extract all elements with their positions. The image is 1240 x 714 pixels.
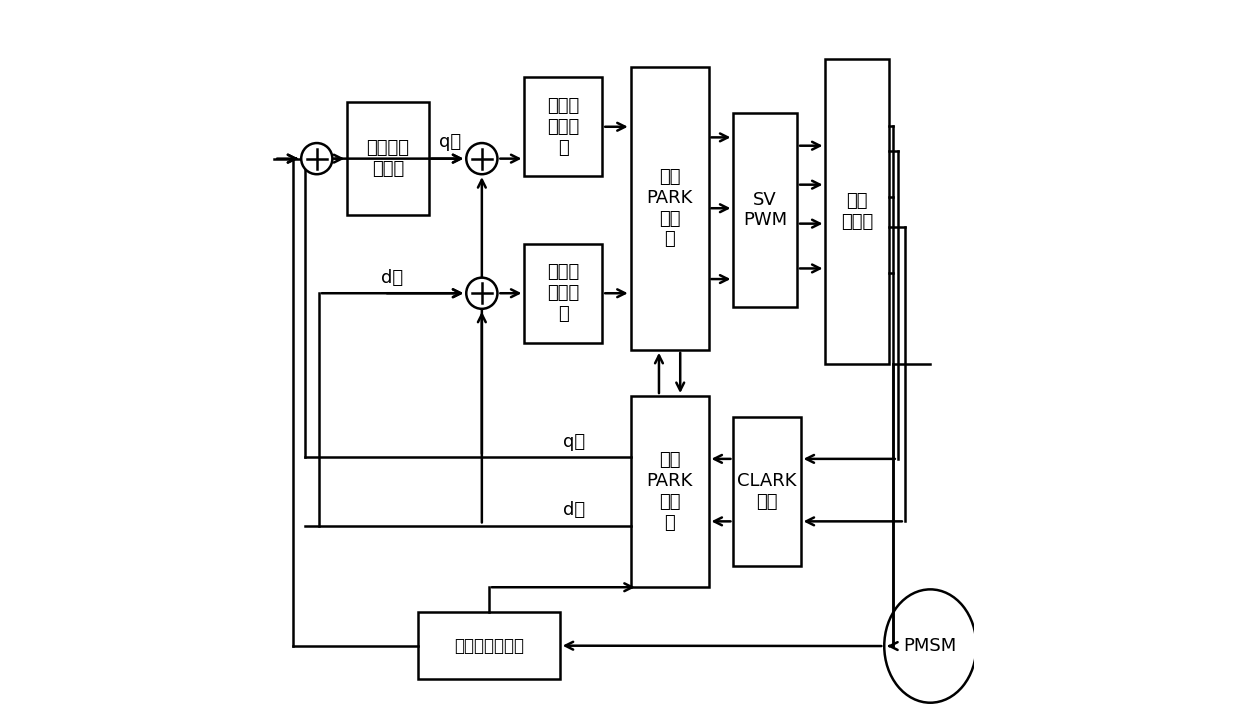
Ellipse shape (884, 589, 976, 703)
Bar (631, 66, 708, 350)
Text: 第一电
流控制
器: 第一电 流控制 器 (547, 97, 579, 156)
Text: 三相
逆变器: 三相 逆变器 (841, 192, 873, 231)
Bar (525, 243, 603, 343)
Text: q轴: q轴 (563, 433, 585, 451)
Text: CLARK
变换: CLARK 变换 (738, 472, 797, 511)
Text: 速度与角度计算: 速度与角度计算 (454, 637, 525, 655)
Bar (733, 417, 801, 566)
Bar (733, 113, 797, 308)
Bar (347, 102, 429, 216)
Circle shape (466, 278, 497, 309)
Circle shape (466, 143, 497, 174)
Text: SV
PWM: SV PWM (743, 191, 787, 229)
Bar (826, 59, 889, 364)
Bar (418, 612, 559, 679)
Text: d轴: d轴 (381, 268, 403, 286)
Text: 自抗扰控
制模块: 自抗扰控 制模块 (367, 139, 409, 178)
Text: d轴: d轴 (563, 501, 585, 520)
Text: 第一
PARK
逆变
换: 第一 PARK 逆变 换 (646, 168, 693, 248)
Text: PMSM: PMSM (904, 637, 957, 655)
Bar (525, 77, 603, 176)
Text: 第二
PARK
逆变
换: 第二 PARK 逆变 换 (646, 451, 693, 532)
Text: q轴: q轴 (439, 134, 461, 151)
Bar (631, 396, 708, 587)
Text: 第二电
流控制
器: 第二电 流控制 器 (547, 263, 579, 323)
Circle shape (301, 143, 332, 174)
